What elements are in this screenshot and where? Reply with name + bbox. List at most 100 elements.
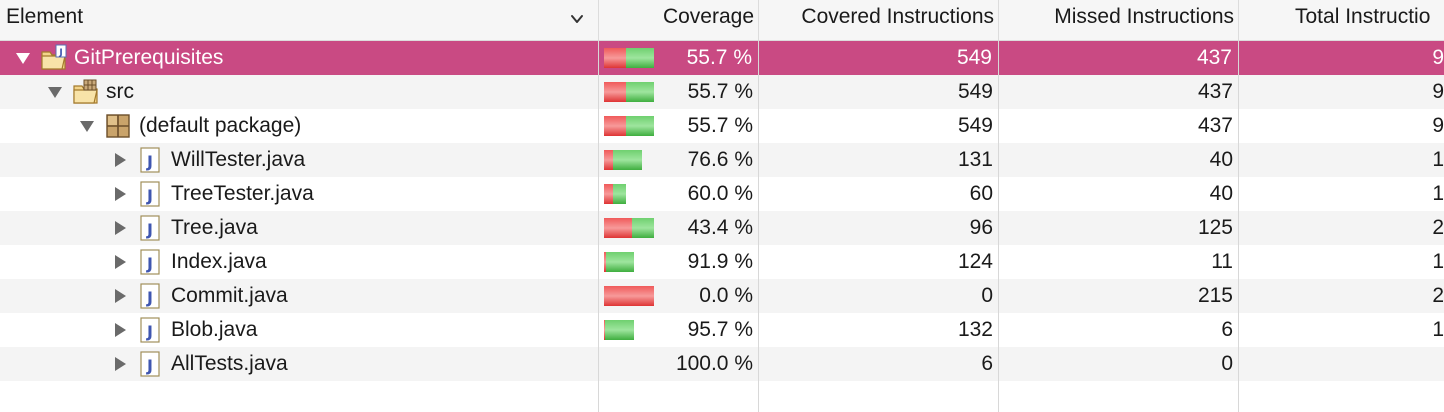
coverage-bar-missed	[604, 48, 626, 68]
covered-instructions-cell: 549	[957, 114, 993, 137]
element-cell[interactable]: J TreeTester.java	[0, 177, 599, 211]
coverage-percent: 43.4 %	[687, 216, 753, 239]
element-name: Tree.java	[171, 216, 258, 239]
missed-instructions-cell: 6	[1221, 318, 1233, 341]
element-cell[interactable]: J Blob.java	[0, 313, 599, 347]
covered-instructions-cell: 96	[969, 216, 993, 239]
tree-row[interactable]: (default package) 55.7 % 549 437 9	[0, 109, 1444, 143]
covered-instructions-cell: 549	[957, 80, 993, 103]
element-name: WillTester.java	[171, 148, 306, 171]
source-folder-icon	[72, 78, 100, 106]
element-cell[interactable]: J WillTester.java	[0, 143, 599, 177]
element-cell[interactable]: J Commit.java	[0, 279, 599, 313]
missed-instructions-cell: 40	[1209, 148, 1233, 171]
column-header-covered-instructions[interactable]: Covered Instructions	[759, 0, 999, 40]
coverage-cell: 55.7 %	[599, 41, 759, 75]
element-name: Commit.java	[171, 284, 288, 307]
coverage-bar	[604, 252, 634, 272]
coverage-percent: 55.7 %	[686, 46, 752, 69]
total-instructions-cell: 9	[1432, 46, 1444, 69]
element-name: AllTests.java	[171, 352, 288, 375]
coverage-bar	[604, 286, 654, 306]
tree-row[interactable]: J TreeTester.java 60.0 % 60 40 1	[0, 177, 1444, 211]
tree-row[interactable]: J Blob.java 95.7 % 132 6 1	[0, 313, 1444, 347]
java-project-icon: J	[40, 44, 68, 72]
tree-row[interactable]: src 55.7 % 549 437 9	[0, 75, 1444, 109]
chevron-down-icon[interactable]	[570, 12, 584, 26]
collapsed-triangle-icon[interactable]	[112, 313, 128, 347]
coverage-bar-missed	[604, 218, 632, 238]
svg-text:J: J	[58, 48, 62, 58]
coverage-percent: 60.0 %	[687, 182, 753, 205]
svg-text:J: J	[146, 356, 153, 375]
coverage-bar-covered	[605, 320, 634, 340]
column-header-total-instructions[interactable]: Total Instructio	[1239, 0, 1444, 40]
expanded-triangle-icon[interactable]	[79, 109, 95, 143]
coverage-bar-covered	[626, 116, 654, 136]
missed-instructions-cell: 11	[1211, 250, 1233, 273]
column-header-covered-label: Covered Instructions	[801, 5, 994, 28]
element-cell[interactable]: J Index.java	[0, 245, 599, 279]
column-divider	[1238, 40, 1239, 412]
java-file-icon: J	[136, 214, 164, 242]
coverage-bar-covered	[613, 150, 642, 170]
covered-instructions-cell: 0	[981, 284, 993, 307]
coverage-bar-missed	[604, 116, 626, 136]
expanded-triangle-icon[interactable]	[47, 75, 63, 109]
collapsed-triangle-icon[interactable]	[112, 347, 128, 381]
column-header-element[interactable]: Element	[0, 0, 599, 40]
java-file-icon: J	[136, 282, 164, 310]
coverage-bar	[604, 116, 654, 136]
total-instructions-cell: 1	[1432, 148, 1444, 171]
element-cell[interactable]: J Tree.java	[0, 211, 599, 245]
collapsed-triangle-icon[interactable]	[112, 211, 128, 245]
tree-row[interactable]: J Commit.java 0.0 % 0 215 2	[0, 279, 1444, 313]
tree-row[interactable]: J Index.java 91.9 % 124 11 1	[0, 245, 1444, 279]
coverage-percent: 91.9 %	[687, 250, 753, 273]
tree-row[interactable]: J GitPrerequisites 55.7 % 549 437 9	[0, 41, 1444, 75]
collapsed-triangle-icon[interactable]	[112, 245, 128, 279]
coverage-percent: 55.7 %	[687, 114, 753, 137]
covered-instructions-cell: 132	[957, 318, 993, 341]
column-header-missed-instructions[interactable]: Missed Instructions	[999, 0, 1239, 40]
total-instructions-cell: 1	[1432, 250, 1444, 273]
tree-row[interactable]: J WillTester.java 76.6 % 131 40 1	[0, 143, 1444, 177]
coverage-bar-covered	[626, 82, 654, 102]
missed-instructions-cell: 437	[1197, 80, 1233, 103]
collapsed-triangle-icon[interactable]	[112, 279, 128, 313]
missed-instructions-cell: 437	[1197, 114, 1233, 137]
java-file-icon: J	[136, 248, 164, 276]
coverage-bar-missed	[604, 150, 613, 170]
column-header-coverage-label: Coverage	[662, 5, 754, 28]
element-name: src	[106, 80, 134, 103]
coverage-bar-covered	[632, 218, 654, 238]
coverage-cell: 60.0 %	[599, 177, 759, 211]
tree-row[interactable]: J Tree.java 43.4 % 96 125 2	[0, 211, 1444, 245]
column-divider	[758, 40, 759, 412]
collapsed-triangle-icon[interactable]	[112, 177, 128, 211]
missed-instructions-cell: 0	[1221, 352, 1233, 375]
expanded-triangle-icon[interactable]	[15, 41, 31, 75]
coverage-cell: 55.7 %	[599, 75, 759, 109]
coverage-bar	[604, 150, 642, 170]
svg-text:J: J	[146, 220, 153, 239]
element-cell[interactable]: J GitPrerequisites	[0, 41, 599, 75]
svg-text:J: J	[146, 288, 153, 307]
svg-text:J: J	[146, 152, 153, 171]
coverage-bar-missed	[604, 320, 605, 340]
column-header-coverage[interactable]: Coverage	[599, 0, 759, 40]
coverage-percent: 55.7 %	[687, 80, 753, 103]
svg-text:J: J	[146, 254, 153, 273]
coverage-percent: 95.7 %	[687, 318, 753, 341]
column-divider	[998, 40, 999, 412]
collapsed-triangle-icon[interactable]	[112, 143, 128, 177]
svg-text:J: J	[146, 186, 153, 205]
element-cell[interactable]: (default package)	[0, 109, 599, 143]
element-cell[interactable]: J AllTests.java	[0, 347, 599, 381]
covered-instructions-cell: 131	[957, 148, 993, 171]
tree-row[interactable]: J AllTests.java 100.0 % 6 0	[0, 347, 1444, 381]
element-cell[interactable]: src	[0, 75, 599, 109]
table-header: Element Coverage Covered Instructions Mi…	[0, 0, 1444, 41]
java-file-icon: J	[136, 146, 164, 174]
svg-text:J: J	[146, 322, 153, 341]
